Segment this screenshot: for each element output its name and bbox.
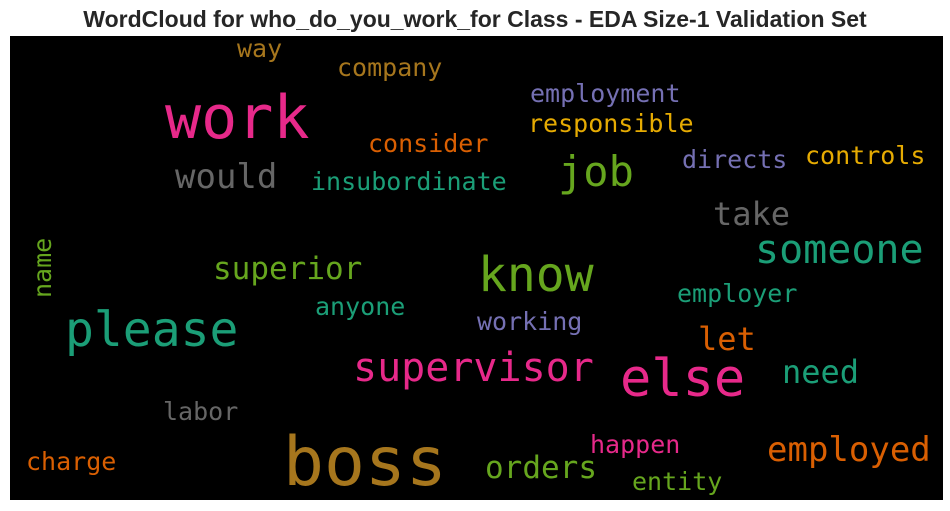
word-working: working — [477, 307, 583, 336]
word-job: job — [558, 147, 634, 196]
word-else: else — [620, 349, 746, 409]
word-way: way — [237, 36, 283, 63]
word-employed: employed — [767, 430, 931, 470]
word-controls: controls — [805, 141, 926, 170]
word-please: please — [65, 302, 239, 358]
word-name: name — [28, 237, 57, 298]
word-superior: superior — [213, 251, 363, 287]
word-entity: entity — [632, 467, 723, 496]
word-consider: consider — [368, 129, 489, 158]
word-orders: orders — [485, 450, 597, 486]
word-company: company — [337, 53, 443, 82]
word-let: let — [698, 320, 756, 358]
word-employer: employer — [677, 279, 798, 308]
word-happen: happen — [590, 430, 681, 459]
word-employment: employment — [530, 79, 681, 108]
chart-title: WordCloud for who_do_you_work_for Class … — [83, 6, 867, 32]
wordcloud-canvas: work boss else please know supervisor someone j… — [10, 36, 943, 500]
word-responsible: responsible — [528, 109, 694, 138]
word-boss: boss — [283, 423, 447, 500]
word-directs: directs — [682, 145, 788, 174]
word-take: take — [713, 195, 791, 233]
word-anyone: anyone — [315, 292, 406, 321]
word-charge: charge — [26, 447, 117, 476]
word-supervisor: supervisor — [353, 345, 594, 391]
word-know: know — [478, 247, 594, 303]
word-labor: labor — [163, 397, 239, 426]
word-need: need — [782, 353, 860, 391]
word-work: work — [165, 83, 310, 153]
word-insubordinate: insubordinate — [311, 167, 507, 196]
word-would: would — [175, 157, 278, 197]
word-someone: someone — [755, 227, 924, 273]
